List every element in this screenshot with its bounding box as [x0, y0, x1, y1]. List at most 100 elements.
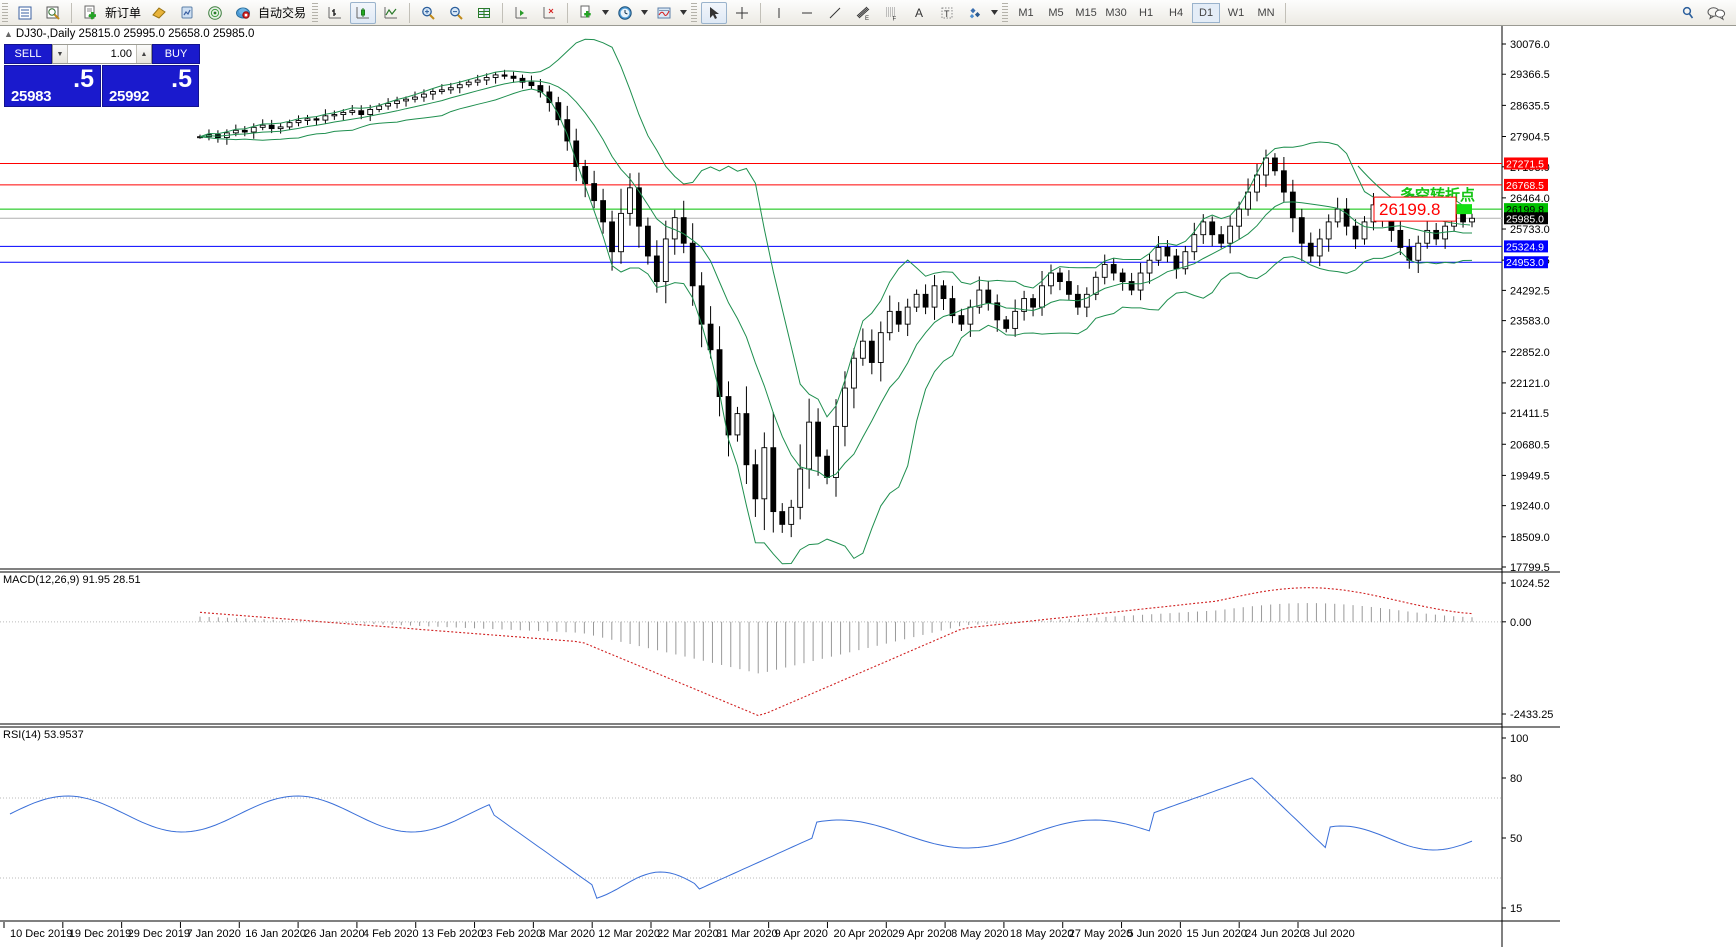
- date-tick-label: 31 Mar 2020: [716, 928, 778, 940]
- sell-button[interactable]: SELL: [4, 44, 52, 64]
- candle-body: [241, 129, 248, 133]
- timeframe-m5[interactable]: M5: [1048, 6, 1064, 19]
- timeframe-mn[interactable]: MN: [1257, 6, 1275, 19]
- crosshair-icon[interactable]: [729, 2, 755, 24]
- chart-canvas[interactable]: 30076.029366.528635.527904.527193.026464…: [0, 26, 1736, 948]
- bar-chart-icon[interactable]: [322, 2, 348, 24]
- sell-price-box[interactable]: 25983 .5: [4, 65, 101, 107]
- macd-tick-label: 1024.52: [1510, 578, 1550, 590]
- candle-body: [725, 396, 732, 436]
- price-level-tag-label: 26768.5: [1506, 180, 1544, 192]
- toolbar-grip-2[interactable]: [312, 2, 319, 23]
- auto-scroll-icon[interactable]: [508, 2, 534, 24]
- toolbar-grip-4[interactable]: [1002, 2, 1009, 23]
- shapes-chevron-down-icon[interactable]: [989, 2, 1000, 24]
- trendline-icon[interactable]: [822, 2, 848, 24]
- candle-body: [421, 93, 427, 98]
- toolbar-grip-3[interactable]: [691, 2, 698, 23]
- candle-body: [438, 89, 445, 92]
- price-level-tag-label: 27271.5: [1506, 158, 1544, 170]
- indicators-icon[interactable]: [651, 2, 677, 24]
- candle-body: [1218, 234, 1225, 244]
- candle-body: [394, 100, 400, 104]
- price-level-tag-bg[interactable]: [1504, 203, 1548, 216]
- chart-grid-icon[interactable]: [471, 2, 497, 24]
- timeframe-m1[interactable]: M1: [1018, 6, 1034, 19]
- volume-increment-icon[interactable]: ▲: [136, 45, 151, 63]
- candlestick-chart-icon[interactable]: [350, 1, 377, 24]
- timeframe-d1[interactable]: D1: [1192, 2, 1221, 23]
- buy-button[interactable]: BUY: [152, 44, 200, 64]
- rsi-line[interactable]: [9, 777, 1473, 899]
- chart-shift-marker-icon[interactable]: [536, 2, 562, 24]
- autotrading-label[interactable]: 自动交易: [258, 6, 307, 20]
- price-level-tag-bg[interactable]: [1504, 212, 1548, 225]
- candle-body: [259, 124, 266, 128]
- text-label-icon[interactable]: T: [934, 2, 960, 24]
- candle-body: [403, 98, 409, 102]
- volume-decrement-icon[interactable]: ▼: [53, 45, 68, 63]
- data-window-icon[interactable]: [40, 2, 66, 24]
- candle-body: [412, 96, 418, 100]
- volume-value[interactable]: 1.00: [110, 48, 132, 60]
- price-callout-box[interactable]: [1373, 196, 1457, 222]
- price-level-tag-bg[interactable]: [1504, 157, 1548, 170]
- candlestick-series[interactable]: [197, 38, 1475, 565]
- vertical-line-icon[interactable]: [766, 2, 792, 24]
- candle-body: [600, 200, 606, 223]
- toolbar-grip[interactable]: [2, 2, 8, 23]
- zoom-in-icon[interactable]: [415, 2, 441, 24]
- rsi-tick-label: 15: [1510, 903, 1522, 915]
- candle-body: [313, 118, 320, 121]
- new-order-label[interactable]: 新订单: [105, 6, 142, 20]
- chart-background[interactable]: [0, 26, 1502, 947]
- signals-icon[interactable]: [202, 2, 228, 24]
- price-level-tag-bg[interactable]: [1504, 178, 1548, 191]
- candle-body: [277, 126, 284, 130]
- chart-container[interactable]: 30076.029366.528635.527904.527193.026464…: [0, 26, 1736, 948]
- search-icon[interactable]: [1675, 2, 1701, 24]
- candle-body: [1316, 238, 1323, 257]
- periods-chevron-down-icon[interactable]: [639, 2, 650, 24]
- symbol-ohlc-text: DJ30-,Daily 25815.0 25995.0 25658.0 2598…: [15, 28, 255, 40]
- volume-stepper[interactable]: ▼ 1.00 ▲: [52, 44, 152, 64]
- candle-body: [1254, 174, 1260, 193]
- macd-series[interactable]: [199, 587, 1473, 717]
- candle-body: [994, 302, 1001, 321]
- svg-text:F: F: [893, 16, 897, 21]
- equidistant-channel-icon[interactable]: E: [850, 2, 876, 24]
- timeframe-h1[interactable]: H1: [1139, 6, 1154, 19]
- candle-body: [1415, 242, 1422, 261]
- candle-body: [609, 221, 615, 253]
- price-level-tag-bg[interactable]: [1504, 240, 1548, 253]
- text-icon[interactable]: A: [915, 5, 924, 20]
- price-level-tag-bg[interactable]: [1504, 256, 1548, 269]
- timeframe-h4[interactable]: H4: [1169, 6, 1184, 19]
- metaeditor-icon[interactable]: [146, 2, 172, 24]
- periods-clock-icon[interactable]: [612, 2, 638, 24]
- cursor-arrow-icon[interactable]: [701, 1, 728, 24]
- candle-body: [815, 421, 821, 457]
- buy-price-box[interactable]: 25992 .5: [102, 65, 199, 107]
- candle-body: [1119, 272, 1126, 282]
- macd-signal-line: [199, 587, 1473, 717]
- one-click-trading-panel[interactable]: SELL ▼ 1.00 ▲ BUY 25983 .5 25992 .5: [4, 44, 200, 107]
- shapes-icon[interactable]: [962, 2, 988, 24]
- collapse-triangle-icon[interactable]: ▲: [4, 29, 13, 39]
- templates-icon[interactable]: [573, 2, 599, 24]
- line-chart-icon[interactable]: [378, 2, 404, 24]
- chat-icon[interactable]: [1703, 2, 1729, 24]
- timeframe-m15[interactable]: M15: [1075, 6, 1097, 19]
- indicators-chevron-down-icon[interactable]: [678, 2, 689, 24]
- date-tick-label: 4 Feb 2020: [363, 928, 419, 940]
- new-order-icon[interactable]: [77, 2, 103, 24]
- autotrading-icon[interactable]: [230, 2, 256, 24]
- fibonacci-icon[interactable]: F: [878, 2, 904, 24]
- templates-chevron-down-icon[interactable]: [600, 2, 611, 24]
- strategy-tester-icon[interactable]: [174, 2, 200, 24]
- market-watch-icon[interactable]: [12, 2, 38, 24]
- horizontal-line-icon[interactable]: [794, 2, 820, 24]
- timeframe-m30[interactable]: M30: [1105, 6, 1127, 19]
- timeframe-w1[interactable]: W1: [1227, 6, 1245, 19]
- zoom-out-icon[interactable]: [443, 2, 469, 24]
